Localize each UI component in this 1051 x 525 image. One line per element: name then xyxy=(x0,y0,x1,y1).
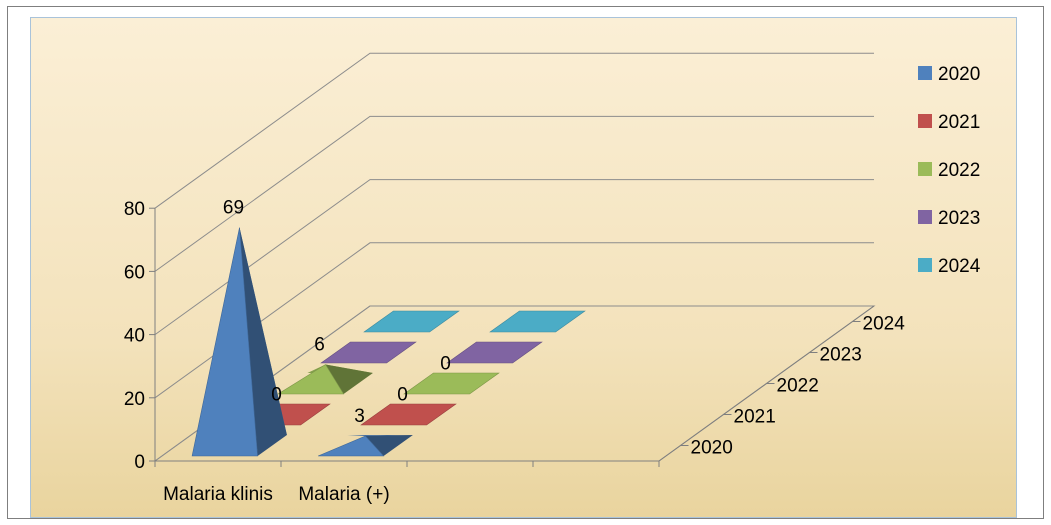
data-label-2022-0: 6 xyxy=(314,335,325,356)
data-label-2022-1: 0 xyxy=(440,354,451,375)
y-tick-label: 0 xyxy=(134,452,145,473)
y-tick-label: 80 xyxy=(124,199,145,220)
legend-swatch xyxy=(918,258,932,272)
mark-2022-malaria-klinis xyxy=(277,364,373,395)
chart-marks xyxy=(191,227,586,457)
data-label-2020-0: 69 xyxy=(223,197,244,218)
chart-legend: 2020 2021 2022 2023 2024 xyxy=(918,64,981,277)
mark-2023-malaria- xyxy=(446,341,543,364)
x-category-label: Malaria klinis xyxy=(163,484,273,505)
legend-label: 2020 xyxy=(938,64,980,85)
legend-item-2022: 2022 xyxy=(918,160,980,181)
mark-face-back xyxy=(347,435,413,436)
legend-swatch xyxy=(918,66,932,80)
chart-plot-area xyxy=(30,17,1017,518)
mark-face-front xyxy=(191,227,258,457)
legend-item-2021: 2021 xyxy=(918,112,980,133)
chart-axes xyxy=(149,207,875,467)
mark-face-front xyxy=(317,435,385,457)
legend-swatch xyxy=(918,114,932,128)
mark-face-side xyxy=(325,364,373,394)
gridline-60 xyxy=(154,115,874,272)
mark-2021-malaria- xyxy=(360,403,457,426)
depth-axis-label: 2020 xyxy=(691,438,733,459)
mark-2020-malaria-klinis xyxy=(191,227,287,457)
data-label-2020-1: 3 xyxy=(354,406,365,427)
mark-2023-malaria-klinis xyxy=(320,341,417,364)
legend-label: 2022 xyxy=(938,160,980,181)
y-tick-label: 40 xyxy=(124,326,145,347)
legend-label: 2023 xyxy=(938,208,980,229)
x-category-label: Malaria (+) xyxy=(298,484,389,505)
gridline-40 xyxy=(154,179,874,336)
depth-axis-label: 2022 xyxy=(777,376,819,397)
legend-swatch xyxy=(918,210,932,224)
legend-item-2020: 2020 xyxy=(918,64,980,85)
mark-2024-malaria-klinis xyxy=(363,310,460,333)
data-label-2021-0: 0 xyxy=(271,385,282,406)
mark-face-front xyxy=(277,364,345,395)
y-tick-label: 60 xyxy=(124,262,145,283)
mark-face-side xyxy=(239,227,287,456)
mark-2022-malaria- xyxy=(403,372,500,395)
legend-item-2023: 2023 xyxy=(918,208,980,229)
mark-2020-malaria- xyxy=(317,435,413,457)
data-label-2021-1: 0 xyxy=(397,385,408,406)
y-tick-label: 20 xyxy=(124,389,145,410)
depth-axis-label: 2021 xyxy=(734,407,776,428)
depth-axis-label: 2023 xyxy=(820,345,862,366)
depth-axis-label: 2024 xyxy=(863,314,906,335)
legend-item-2024: 2024 xyxy=(918,256,981,277)
legend-label: 2024 xyxy=(938,256,981,277)
legend-swatch xyxy=(918,162,932,176)
mark-2024-malaria- xyxy=(489,310,586,333)
mark-face-side xyxy=(365,435,413,456)
legend-label: 2021 xyxy=(938,112,980,133)
gridline-80 xyxy=(154,52,874,209)
